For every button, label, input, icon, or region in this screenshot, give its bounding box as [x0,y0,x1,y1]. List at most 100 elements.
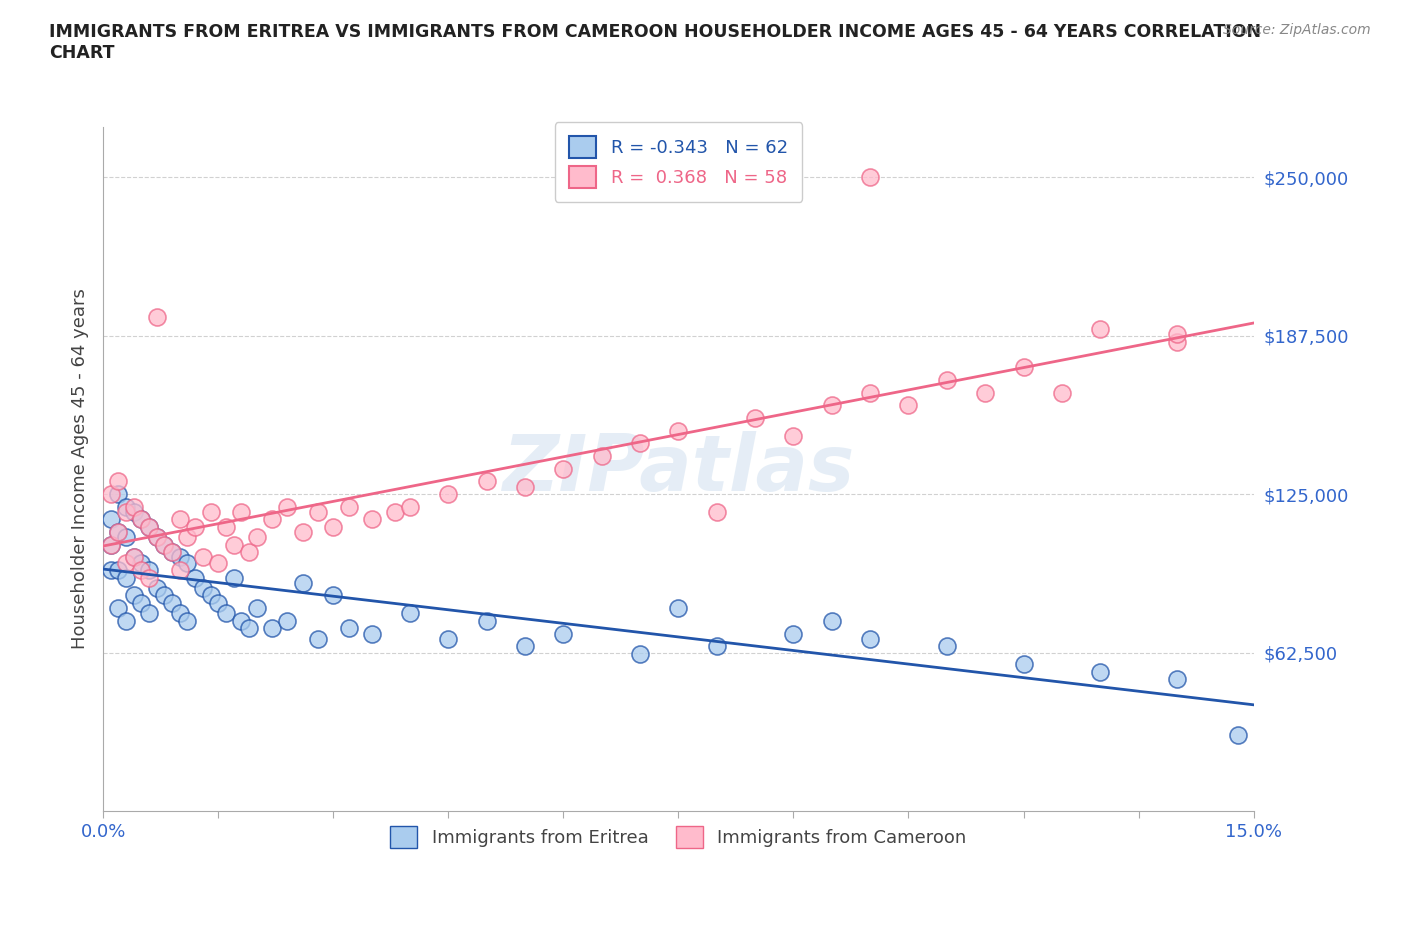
Point [115,555,138,570]
Point [628,436,651,451]
Point [107,474,129,489]
Point [200,504,222,519]
Point [176,555,198,570]
Point [153,538,176,552]
Point [553,626,575,641]
Point [122,588,145,603]
Point [666,601,689,616]
Text: Source: ZipAtlas.com: Source: ZipAtlas.com [1223,23,1371,37]
Point [513,479,536,494]
Point [384,504,406,519]
Point [100,538,122,552]
Point [176,614,198,629]
Point [591,448,613,463]
Point [859,631,882,646]
Point [897,398,920,413]
Point [1050,385,1073,400]
Point [115,614,138,629]
Point [169,605,191,620]
Point [169,512,191,527]
Legend: Immigrants from Eritrea, Immigrants from Cameroon: Immigrants from Eritrea, Immigrants from… [381,817,976,857]
Point [231,614,253,629]
Point [821,614,844,629]
Point [100,538,122,552]
Point [122,504,145,519]
Point [107,563,129,578]
Point [138,563,160,578]
Point [1090,664,1112,679]
Point [107,601,129,616]
Point [307,631,329,646]
Y-axis label: Householder Income Ages 45 - 64 years: Householder Income Ages 45 - 64 years [72,288,89,649]
Point [553,461,575,476]
Point [437,631,460,646]
Point [138,520,160,535]
Point [207,595,229,610]
Point [100,563,122,578]
Point [782,429,804,444]
Point [337,499,360,514]
Point [291,525,314,539]
Point [169,550,191,565]
Point [160,545,183,560]
Point [260,621,283,636]
Text: ZIPatlas: ZIPatlas [502,431,855,507]
Point [238,545,260,560]
Point [859,385,882,400]
Point [146,530,169,545]
Point [437,486,460,501]
Point [115,504,138,519]
Text: IMMIGRANTS FROM ERITREA VS IMMIGRANTS FROM CAMEROON HOUSEHOLDER INCOME AGES 45 -: IMMIGRANTS FROM ERITREA VS IMMIGRANTS FR… [49,23,1261,62]
Point [184,570,207,585]
Point [115,530,138,545]
Point [222,538,245,552]
Point [238,621,260,636]
Point [821,398,844,413]
Point [322,588,344,603]
Point [191,550,214,565]
Point [1166,327,1188,342]
Point [153,588,176,603]
Point [706,639,728,654]
Point [475,614,498,629]
Point [131,563,153,578]
Point [160,545,183,560]
Point [276,499,298,514]
Point [122,499,145,514]
Point [1227,727,1250,742]
Point [1166,671,1188,686]
Point [475,474,498,489]
Point [322,520,344,535]
Point [100,512,122,527]
Point [1012,360,1035,375]
Point [207,555,229,570]
Point [146,580,169,595]
Point [146,530,169,545]
Point [222,570,245,585]
Point [337,621,360,636]
Point [176,530,198,545]
Point [131,512,153,527]
Point [231,504,253,519]
Point [1166,335,1188,350]
Point [115,570,138,585]
Point [107,525,129,539]
Point [131,555,153,570]
Point [245,601,267,616]
Point [160,595,183,610]
Point [169,563,191,578]
Point [974,385,997,400]
Point [935,639,957,654]
Point [146,310,169,325]
Point [138,570,160,585]
Point [1090,322,1112,337]
Point [260,512,283,527]
Point [360,626,382,641]
Point [191,580,214,595]
Point [628,646,651,661]
Point [782,626,804,641]
Point [122,550,145,565]
Point [245,530,267,545]
Point [935,373,957,388]
Point [115,499,138,514]
